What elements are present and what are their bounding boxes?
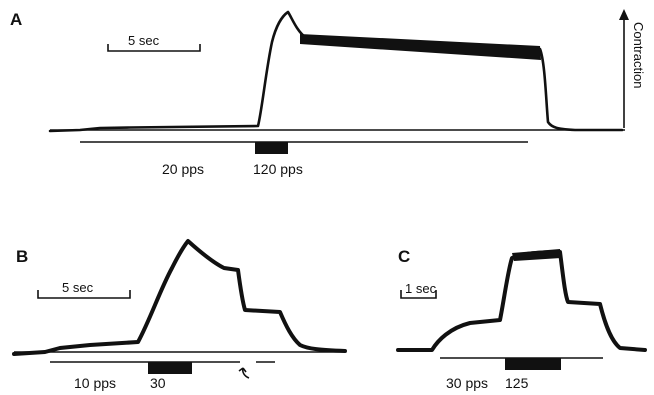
panel-a-scale-label: 5 sec xyxy=(128,33,160,48)
contraction-arrowhead xyxy=(619,9,629,20)
panel-c-contraction-trace xyxy=(396,250,647,352)
panel-a-stim-low-label: 20 pps xyxy=(162,161,204,177)
panel-b-scale-label: 5 sec xyxy=(62,280,94,295)
panel-b-stim-high-label: 30 xyxy=(150,375,166,391)
panel-a-letter: A xyxy=(10,10,22,29)
panel-c-stimulus-block xyxy=(505,358,561,370)
panel-a: A 5 sec Contraction 20 pps 120 pps xyxy=(10,9,646,177)
panel-b: B 5 sec 10 pps 30 xyxy=(12,239,347,391)
panel-b-stimulus-block xyxy=(148,362,192,374)
panel-b-stim-low-label: 10 pps xyxy=(74,375,116,391)
panel-c-scale-label: 1 sec xyxy=(405,281,437,296)
panel-a-stimulus-block xyxy=(255,142,288,154)
panel-a-contraction-trace xyxy=(48,10,624,133)
panel-c: C 1 sec 30 pps 125 xyxy=(396,247,647,391)
panel-a-stim-high-label: 120 pps xyxy=(253,161,303,177)
contraction-axis-label: Contraction xyxy=(631,22,646,88)
panel-c-stim-low-label: 30 pps xyxy=(446,375,488,391)
panel-c-plateau-band xyxy=(512,249,561,261)
panel-a-time-scale-bar: 5 sec xyxy=(107,33,201,52)
panel-b-letter: B xyxy=(16,247,28,266)
panel-c-time-scale-bar: 1 sec xyxy=(400,281,437,299)
panel-c-stim-high-label: 125 xyxy=(505,375,529,391)
panel-b-arrow-icon xyxy=(238,367,250,379)
contraction-axis: Contraction xyxy=(619,9,646,128)
panel-b-time-scale-bar: 5 sec xyxy=(37,280,131,299)
panel-c-letter: C xyxy=(398,247,410,266)
panel-a-plateau-band xyxy=(300,34,541,60)
panel-b-contraction-trace xyxy=(12,239,347,356)
